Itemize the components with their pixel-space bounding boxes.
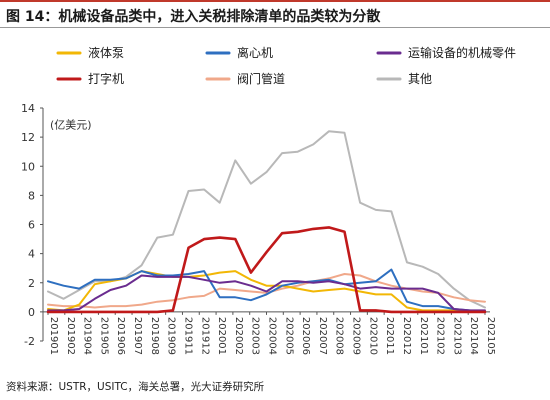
x-tick-label: 202104 bbox=[468, 317, 479, 355]
y-tick-label: 12 bbox=[21, 131, 35, 144]
x-tick-label: 202105 bbox=[485, 317, 496, 355]
series-layer bbox=[46, 130, 487, 314]
legend-label: 离心机 bbox=[237, 45, 273, 60]
x-tick-label: 202002 bbox=[233, 317, 244, 355]
x-tick-label: 202004 bbox=[267, 317, 278, 355]
y-axis-label: (亿美元) bbox=[50, 118, 92, 131]
x-tick-label: 201909 bbox=[166, 317, 177, 355]
x-tick-label: 202009 bbox=[351, 317, 362, 355]
x-tick-label: 201908 bbox=[149, 317, 160, 355]
x-tick-label: 202102 bbox=[435, 317, 446, 355]
legend-label: 运输设备的机械零件 bbox=[408, 45, 516, 60]
y-tick-label: 14 bbox=[21, 102, 35, 115]
x-tick-label: 202010 bbox=[367, 317, 378, 355]
y-tick-label: 2 bbox=[28, 277, 35, 290]
legend-label: 阀门管道 bbox=[237, 71, 285, 86]
legend-label: 液体泵 bbox=[88, 45, 124, 60]
x-tick-label: 202001 bbox=[216, 317, 227, 355]
x-tick-label: 202006 bbox=[300, 317, 311, 355]
chart-title: 图 14：机械设备品类中，进入关税排除清单的品类较为分散 bbox=[6, 9, 381, 25]
x-tick-label: 202007 bbox=[317, 317, 328, 355]
source-note: 资料来源：USTR，USITC，海关总署，光大证券研究所 bbox=[6, 381, 265, 393]
y-tick-label: 10 bbox=[21, 160, 35, 173]
y-tick-label: -2 bbox=[24, 335, 35, 348]
x-tick-label: 201902 bbox=[65, 317, 76, 355]
x-tick-label: 201906 bbox=[115, 317, 126, 355]
x-tick-label: 201907 bbox=[132, 317, 143, 355]
x-tick-label: 201905 bbox=[98, 317, 109, 355]
x-tick-label: 201901 bbox=[48, 317, 59, 355]
x-tick-label: 202003 bbox=[250, 317, 261, 355]
x-tick-label: 201911 bbox=[182, 317, 193, 355]
x-tick-label: 202012 bbox=[401, 317, 412, 355]
y-tick-label: 0 bbox=[28, 306, 35, 319]
x-tick-label: 201912 bbox=[199, 317, 210, 355]
x-tick-label: 202101 bbox=[418, 317, 429, 355]
x-tick-label: 202103 bbox=[451, 317, 462, 355]
x-tick-label: 202011 bbox=[384, 317, 395, 355]
y-tick-label: 6 bbox=[28, 219, 35, 232]
legend-label: 打字机 bbox=[88, 71, 124, 86]
y-tick-label: 4 bbox=[28, 248, 35, 261]
title-bar: 图 14：机械设备品类中，进入关税排除清单的品类较为分散 bbox=[0, 0, 550, 28]
series-line-1 bbox=[47, 268, 486, 313]
y-tick-label: 8 bbox=[28, 189, 35, 202]
legend-label: 其他 bbox=[408, 72, 432, 86]
x-tick-label: 201904 bbox=[82, 317, 93, 355]
x-tick-label: 202008 bbox=[334, 317, 345, 355]
series-line-2 bbox=[47, 274, 486, 312]
axes: -2 0 2 4 6 8 10 12 14 (亿美元) 201901 201902 201904 2019… bbox=[21, 102, 496, 355]
x-tick-label: 202005 bbox=[283, 317, 294, 355]
series-line-4 bbox=[46, 226, 487, 314]
